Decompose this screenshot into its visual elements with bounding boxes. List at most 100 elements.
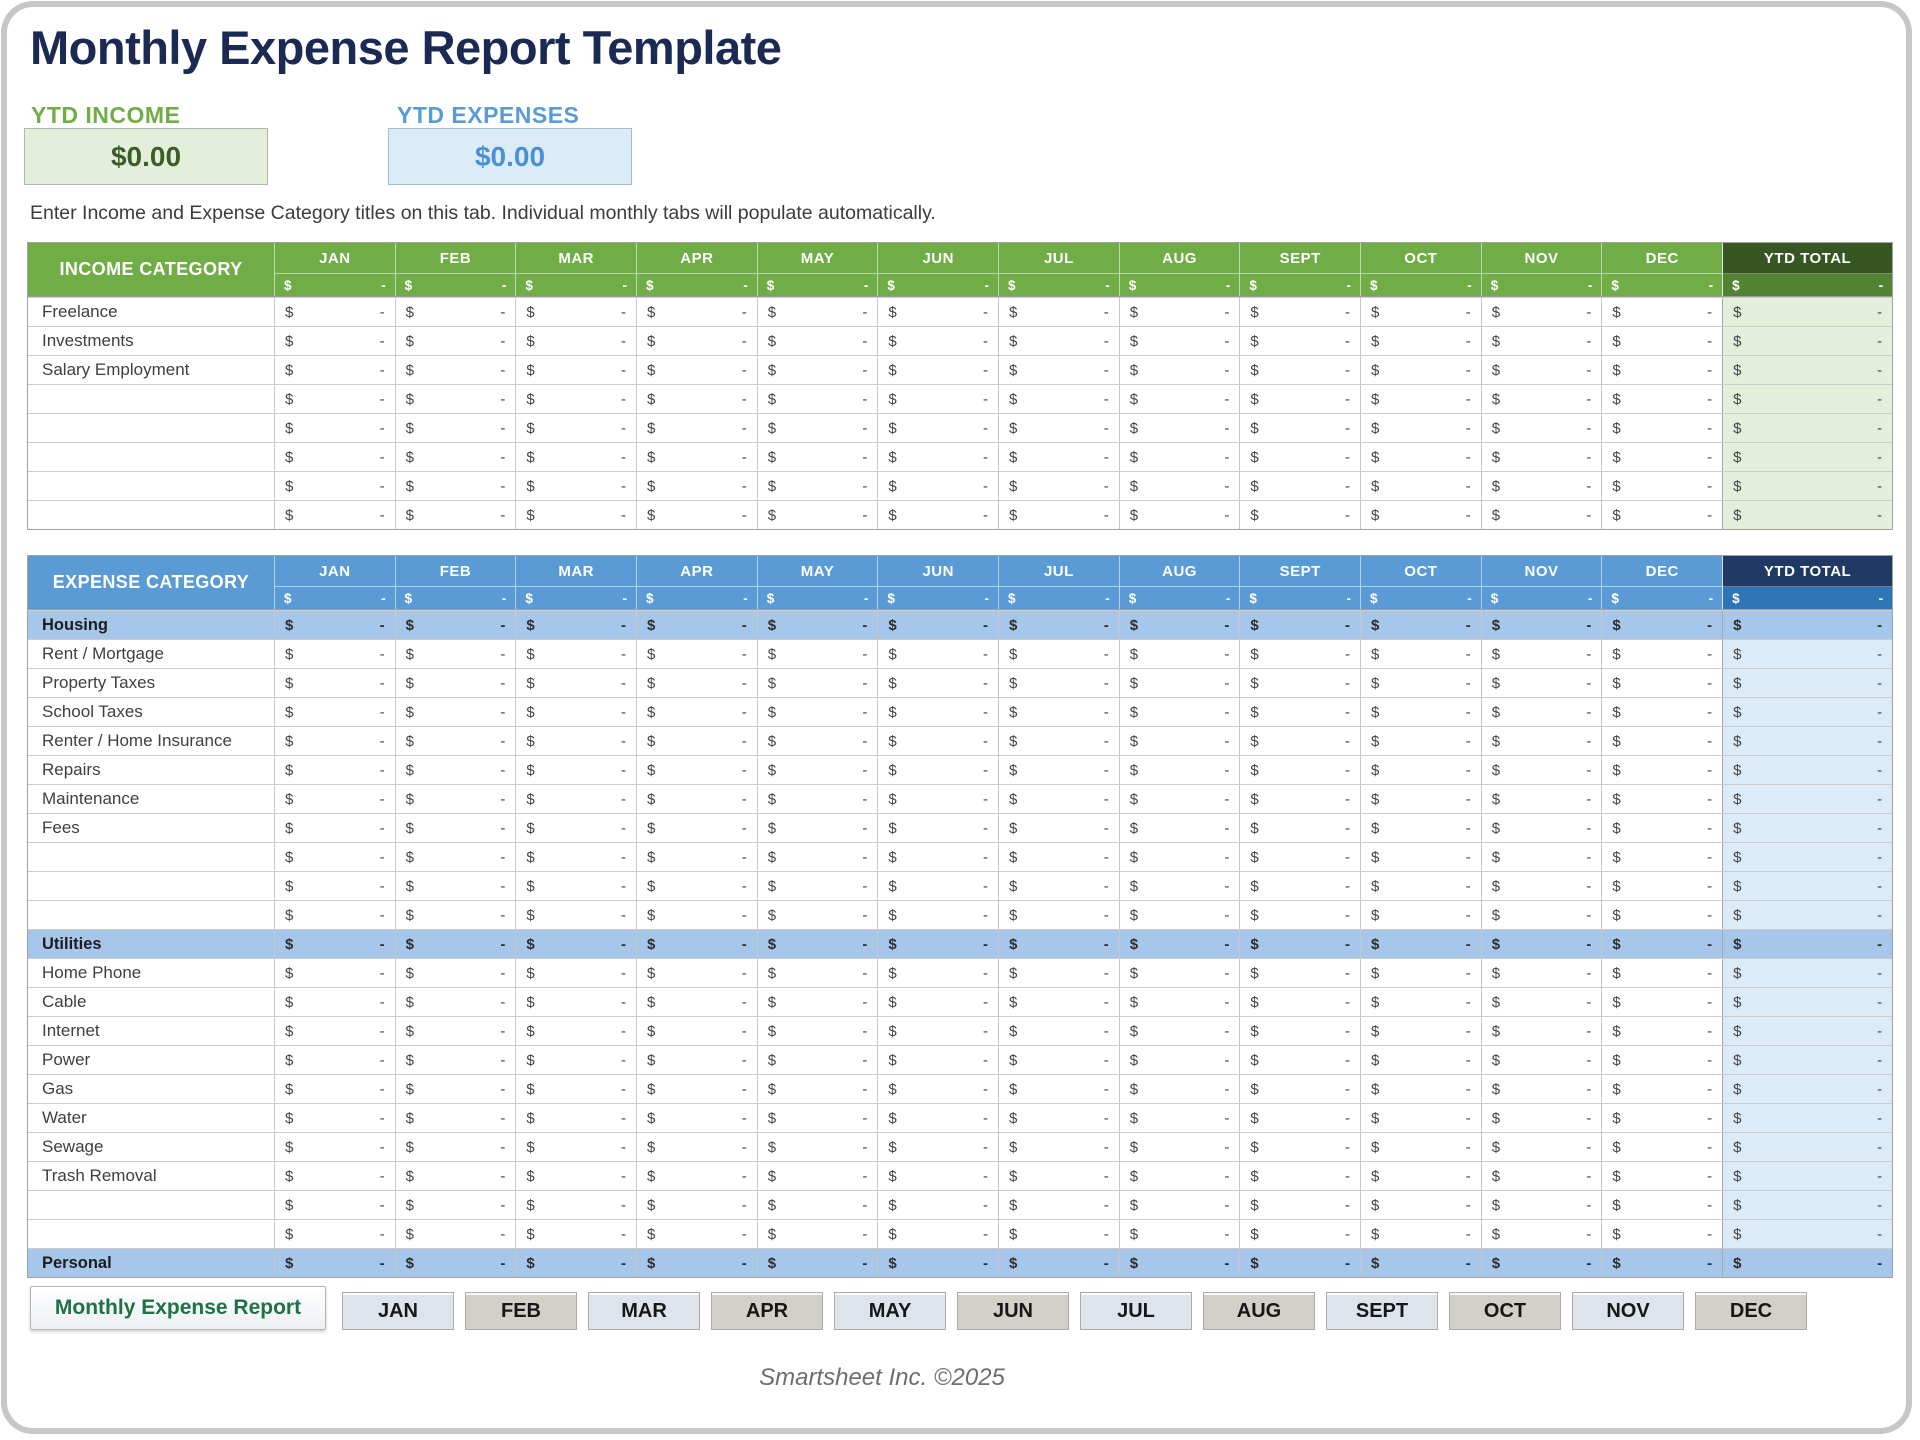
month-value-cell[interactable]: $ - — [1118, 669, 1240, 697]
ytd-total-cell[interactable]: $ - — [1722, 814, 1893, 842]
month-value-cell[interactable]: $ - — [636, 988, 757, 1016]
month-value-cell[interactable]: $ - — [515, 1162, 636, 1190]
month-value-cell[interactable]: $ - — [1239, 327, 1360, 355]
month-value-cell[interactable]: $ - — [1601, 1075, 1722, 1103]
month-value-cell[interactable]: $ - — [998, 356, 1119, 384]
month-value-cell[interactable]: $ - — [1360, 785, 1481, 813]
month-value-cell[interactable]: $ - — [756, 298, 878, 326]
month-value-cell[interactable]: $ - — [1360, 472, 1481, 500]
month-value-cell[interactable]: $ - — [756, 1046, 878, 1074]
ytd-total-cell[interactable]: $ - — [1722, 727, 1893, 755]
month-value-cell[interactable]: $ - — [998, 1191, 1119, 1219]
month-value-cell[interactable]: $ - — [1239, 669, 1360, 697]
month-value-cell[interactable]: $ - — [1360, 640, 1481, 668]
month-value-cell[interactable]: $ - — [998, 785, 1119, 813]
month-value-cell[interactable]: $ - — [877, 1075, 998, 1103]
month-value-cell[interactable]: $ - — [877, 669, 998, 697]
month-value-cell[interactable]: $ - — [1360, 872, 1481, 900]
month-value-cell[interactable]: $ - — [1601, 1133, 1722, 1161]
month-value-cell[interactable]: $ - — [756, 872, 878, 900]
month-value-cell[interactable]: $ - — [1239, 698, 1360, 726]
month-value-cell[interactable]: $ - — [274, 385, 395, 413]
ytd-total-cell[interactable]: $ - — [1722, 414, 1893, 442]
month-value-cell[interactable]: $ - — [877, 298, 998, 326]
month-value-cell[interactable]: $ - — [756, 698, 878, 726]
month-value-cell[interactable]: $ - — [636, 1162, 757, 1190]
month-value-cell[interactable]: $ - — [274, 501, 395, 529]
month-value-cell[interactable]: $ - — [274, 1249, 395, 1277]
month-value-cell[interactable]: $ - — [515, 901, 636, 929]
month-value-cell[interactable]: $ - — [877, 1017, 998, 1045]
month-value-cell[interactable]: $ - — [1601, 785, 1722, 813]
month-value-cell[interactable]: $ - — [636, 1017, 757, 1045]
month-value-cell[interactable]: $ - — [1360, 1249, 1481, 1277]
month-value-cell[interactable]: $ - — [274, 1220, 395, 1248]
month-value-cell[interactable]: $ - — [1480, 669, 1602, 697]
month-value-cell[interactable]: $ - — [394, 443, 516, 471]
month-value-cell[interactable]: $ - — [1601, 327, 1722, 355]
month-value-cell[interactable]: $ - — [1480, 443, 1602, 471]
month-value-cell[interactable]: $ - — [1118, 959, 1240, 987]
month-value-cell[interactable]: $ - — [1601, 1220, 1722, 1248]
month-value-cell[interactable]: $ - — [1601, 356, 1722, 384]
month-value-cell[interactable]: $ - — [756, 959, 878, 987]
category-cell[interactable]: Home Phone — [42, 963, 142, 982]
month-value-cell[interactable]: $ - — [756, 785, 878, 813]
month-value-cell[interactable]: $ - — [998, 472, 1119, 500]
month-value-cell[interactable]: $ - — [1360, 298, 1481, 326]
month-value-cell[interactable]: $ - — [515, 785, 636, 813]
month-value-cell[interactable]: $ - — [515, 1191, 636, 1219]
month-value-cell[interactable]: $ - — [1601, 843, 1722, 871]
month-value-cell[interactable]: $ - — [1480, 414, 1602, 442]
month-value-cell[interactable]: $ - — [756, 1220, 878, 1248]
ytd-total-cell[interactable]: $ - — [1722, 669, 1893, 697]
month-value-cell[interactable]: $ - — [515, 298, 636, 326]
ytd-total-cell[interactable]: $ - — [1722, 1220, 1893, 1248]
month-value-cell[interactable]: $ - — [998, 1075, 1119, 1103]
month-value-cell[interactable]: $ - — [394, 501, 516, 529]
month-value-cell[interactable]: $ - — [394, 356, 516, 384]
month-value-cell[interactable]: $ - — [1480, 472, 1602, 500]
month-value-cell[interactable]: $ - — [1601, 1191, 1722, 1219]
month-value-cell[interactable]: $ - — [877, 814, 998, 842]
month-value-cell[interactable]: $ - — [394, 901, 516, 929]
month-value-cell[interactable]: $ - — [394, 298, 516, 326]
month-value-cell[interactable]: $ - — [1239, 1220, 1360, 1248]
month-value-cell[interactable]: $ - — [756, 327, 878, 355]
month-value-cell[interactable]: $ - — [515, 1017, 636, 1045]
month-value-cell[interactable]: $ - — [877, 501, 998, 529]
month-value-cell[interactable]: $ - — [1239, 1249, 1360, 1277]
category-cell[interactable] — [28, 385, 274, 413]
tab-apr[interactable]: APR — [711, 1292, 823, 1330]
ytd-total-cell[interactable]: $ - — [1722, 472, 1893, 500]
month-value-cell[interactable]: $ - — [394, 1075, 516, 1103]
month-value-cell[interactable]: $ - — [274, 756, 395, 784]
month-value-cell[interactable]: $ - — [1480, 385, 1602, 413]
month-value-cell[interactable]: $ - — [1239, 640, 1360, 668]
month-value-cell[interactable]: $ - — [877, 727, 998, 755]
tab-may[interactable]: MAY — [834, 1292, 946, 1330]
month-value-cell[interactable]: $ - — [1480, 1104, 1602, 1132]
month-value-cell[interactable]: $ - — [515, 443, 636, 471]
month-value-cell[interactable]: $ - — [636, 843, 757, 871]
month-value-cell[interactable]: $ - — [394, 727, 516, 755]
tab-jul[interactable]: JUL — [1080, 1292, 1192, 1330]
month-value-cell[interactable]: $ - — [1480, 901, 1602, 929]
month-value-cell[interactable]: $ - — [1601, 930, 1722, 958]
month-value-cell[interactable]: $ - — [1118, 472, 1240, 500]
month-value-cell[interactable]: $ - — [274, 356, 395, 384]
month-value-cell[interactable]: $ - — [1601, 814, 1722, 842]
month-value-cell[interactable]: $ - — [274, 669, 395, 697]
month-value-cell[interactable]: $ - — [636, 385, 757, 413]
month-value-cell[interactable]: $ - — [1239, 901, 1360, 929]
month-value-cell[interactable]: $ - — [1239, 298, 1360, 326]
ytd-total-cell[interactable]: $ - — [1722, 1133, 1893, 1161]
month-value-cell[interactable]: $ - — [1118, 1133, 1240, 1161]
ytd-total-cell[interactable]: $ - — [1722, 356, 1893, 384]
ytd-expenses-value[interactable]: $0.00 — [388, 128, 632, 185]
month-value-cell[interactable]: $ - — [998, 1220, 1119, 1248]
month-value-cell[interactable]: $ - — [1480, 756, 1602, 784]
month-value-cell[interactable]: $ - — [1360, 1046, 1481, 1074]
category-cell[interactable]: Fees — [42, 818, 80, 837]
month-value-cell[interactable]: $ - — [1360, 959, 1481, 987]
